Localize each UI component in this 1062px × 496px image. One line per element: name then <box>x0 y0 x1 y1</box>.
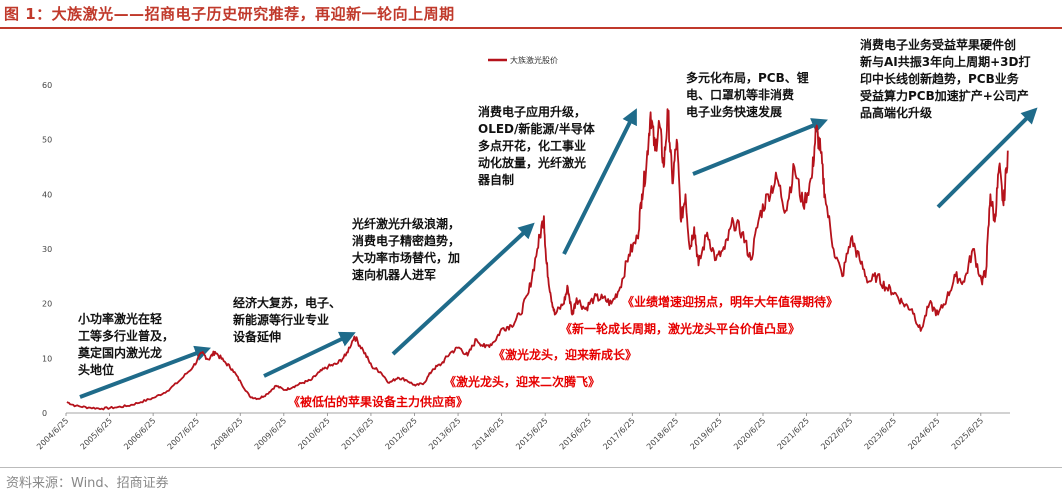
x-tick-label-13: 2017/6/25 <box>601 416 636 451</box>
annotation-2024-line-1: 消费电子业务受益苹果硬件创 <box>860 37 1016 52</box>
annotation-2024: 消费电子业务受益苹果硬件创 新与AI共振3年向上周期+3D打 印中长线创新趋势，… <box>860 37 1035 120</box>
x-tick-label-5: 2009/6/25 <box>253 416 288 451</box>
page-title: 图 1：大族激光——招商电子历史研究推荐，再迎新一轮向上周期 <box>4 5 455 23</box>
x-axis-ticks: 2004/6/25 2005/6/25 2006/6/25 2007/6/25 2008… <box>35 413 985 451</box>
x-tick-label-14: 2018/6/25 <box>645 416 680 451</box>
trend-arrow-1 <box>79 345 211 399</box>
trend-arrows <box>79 107 1038 399</box>
annotation-2004: 小功率激光在轻 工等多行业普及， 奠定国内激光龙 头地位 <box>77 311 178 377</box>
x-tick-label-9: 2013/6/25 <box>427 416 462 451</box>
annotation-2015: 消费电子应用升级， OLED/新能源/半导体 多点开花，化工事业 动化放量，光纤… <box>477 104 599 187</box>
legend: 大族激光股价 <box>488 55 558 65</box>
trend-arrow-5 <box>692 118 828 176</box>
report-label-5: 《业绩增速迎拐点，明年大年值得期待》 <box>622 294 838 309</box>
source-note: 资料来源：Wind、招商证券 <box>6 476 169 491</box>
x-tick-label-11: 2015/6/25 <box>514 416 549 451</box>
report-label-1: 《被低估的苹果设备主力供应商》 <box>288 394 468 409</box>
x-tick-label-16: 2020/6/25 <box>732 416 767 451</box>
x-tick-label-20: 2024/6/25 <box>906 416 941 451</box>
annotation-2015-line-1: 消费电子应用升级， <box>478 104 586 119</box>
x-tick-label-18: 2022/6/25 <box>819 416 854 451</box>
legend-label: 大族激光股价 <box>510 55 558 65</box>
title-divider <box>0 27 1062 29</box>
annotation-2019-line-2: 电、口罩机等非消费 <box>686 87 794 102</box>
y-tick-label-3: 30 <box>42 245 52 254</box>
annotation-2019-line-1: 多元化布局，PCB、锂 <box>686 70 809 85</box>
x-tick-label-3: 2007/6/25 <box>166 416 201 451</box>
y-tick-label-6: 60 <box>42 81 52 90</box>
x-tick-label-2: 2006/6/25 <box>122 416 157 451</box>
annotation-2015-line-4: 动化放量，光纤激光 <box>478 155 586 170</box>
y-tick-label-5: 50 <box>42 136 52 145</box>
annotation-2024-line-2: 新与AI共振3年向上周期+3D打 <box>860 54 1030 69</box>
annotation-2015-line-3: 多点开花，化工事业 <box>478 138 586 153</box>
stock-price-chart: 0 10 20 30 40 50 60 2004/6/25 2005/6/25 2006/6/2… <box>35 37 1038 451</box>
trend-arrow-6 <box>936 107 1038 209</box>
annotation-2004-line-3: 奠定国内激光龙 <box>77 345 162 360</box>
annotation-2011: 光纤激光升级浪潮， 消费电子精密趋势， 大功率市场替代，加 速向机器人进军 <box>351 216 464 282</box>
annotation-2004-line-4: 头地位 <box>78 362 114 377</box>
x-tick-label-0: 2004/6/25 <box>35 416 70 451</box>
annotation-2011-line-2: 消费电子精密趋势， <box>352 233 460 248</box>
annotation-2011-line-4: 速向机器人进军 <box>352 267 436 282</box>
x-tick-label-4: 2008/6/25 <box>209 416 244 451</box>
annotation-2015-line-5: 器自制 <box>477 172 514 187</box>
report-label-3: 《激光龙头，迎来新成长》 <box>493 347 637 362</box>
annotation-2024-line-4: 受益算力PCB加速扩产+公司产 <box>860 88 1029 103</box>
annotation-2008-line-3: 设备延伸 <box>233 329 281 344</box>
y-tick-label-0: 0 <box>42 409 47 418</box>
x-tick-label-7: 2011/6/25 <box>340 416 375 451</box>
annotation-2004-line-1: 小功率激光在轻 <box>78 311 162 326</box>
y-tick-label-4: 40 <box>42 190 52 199</box>
annotation-2024-line-5: 品高端化升级 <box>860 105 932 120</box>
x-tick-label-17: 2021/6/25 <box>776 416 811 451</box>
annotation-2004-line-2: 工等多行业普及， <box>78 328 174 343</box>
annotation-2024-line-3: 印中长线创新趋势，PCB业务 <box>860 71 1020 86</box>
x-tick-label-1: 2005/6/25 <box>79 416 114 451</box>
annotation-2015-line-2: OLED/新能源/半导体 <box>478 121 596 136</box>
annotation-2008: 经济大复苏，电子、 新能源等行业专业 设备延伸 <box>233 295 345 344</box>
annotation-2019-line-3: 电子业务快速发展 <box>686 104 782 119</box>
annotation-2011-line-3: 大功率市场替代，加 <box>352 250 460 265</box>
report-label-4: 《新一轮成长周期，激光龙头平台价值凸显》 <box>560 321 800 336</box>
x-tick-label-19: 2023/6/25 <box>863 416 898 451</box>
trend-arrow-3 <box>391 222 535 356</box>
annotation-2008-line-2: 新能源等行业专业 <box>233 312 329 327</box>
x-tick-label-15: 2019/6/25 <box>688 416 723 451</box>
series-line-dazu-laser <box>66 108 1009 411</box>
x-tick-label-10: 2014/6/25 <box>471 416 506 451</box>
x-tick-label-6: 2010/6/25 <box>296 416 331 451</box>
x-tick-label-8: 2012/6/25 <box>384 416 419 451</box>
trend-arrow-4 <box>562 108 637 255</box>
report-label-2: 《激光龙头，迎来二次腾飞》 <box>444 374 600 389</box>
x-tick-label-12: 2016/6/25 <box>558 416 593 451</box>
annotation-2011-line-1: 光纤激光升级浪潮， <box>351 216 460 231</box>
y-tick-label-1: 10 <box>42 354 52 363</box>
trend-arrow-2 <box>263 331 356 378</box>
annotation-2008-line-1: 经济大复苏，电子、 <box>233 295 341 310</box>
annotation-2019: 多元化布局，PCB、锂 电、口罩机等非消费 电子业务快速发展 <box>686 70 813 119</box>
y-tick-label-2: 20 <box>42 300 52 309</box>
y-axis-ticks: 0 10 20 30 40 50 60 <box>42 81 52 418</box>
x-tick-label-21: 2025/6/25 <box>950 416 985 451</box>
source-divider <box>0 467 1062 468</box>
